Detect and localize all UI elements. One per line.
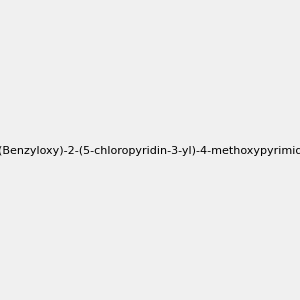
- Text: 5-(Benzyloxy)-2-(5-chloropyridin-3-yl)-4-methoxypyrimidine: 5-(Benzyloxy)-2-(5-chloropyridin-3-yl)-4…: [0, 146, 300, 157]
